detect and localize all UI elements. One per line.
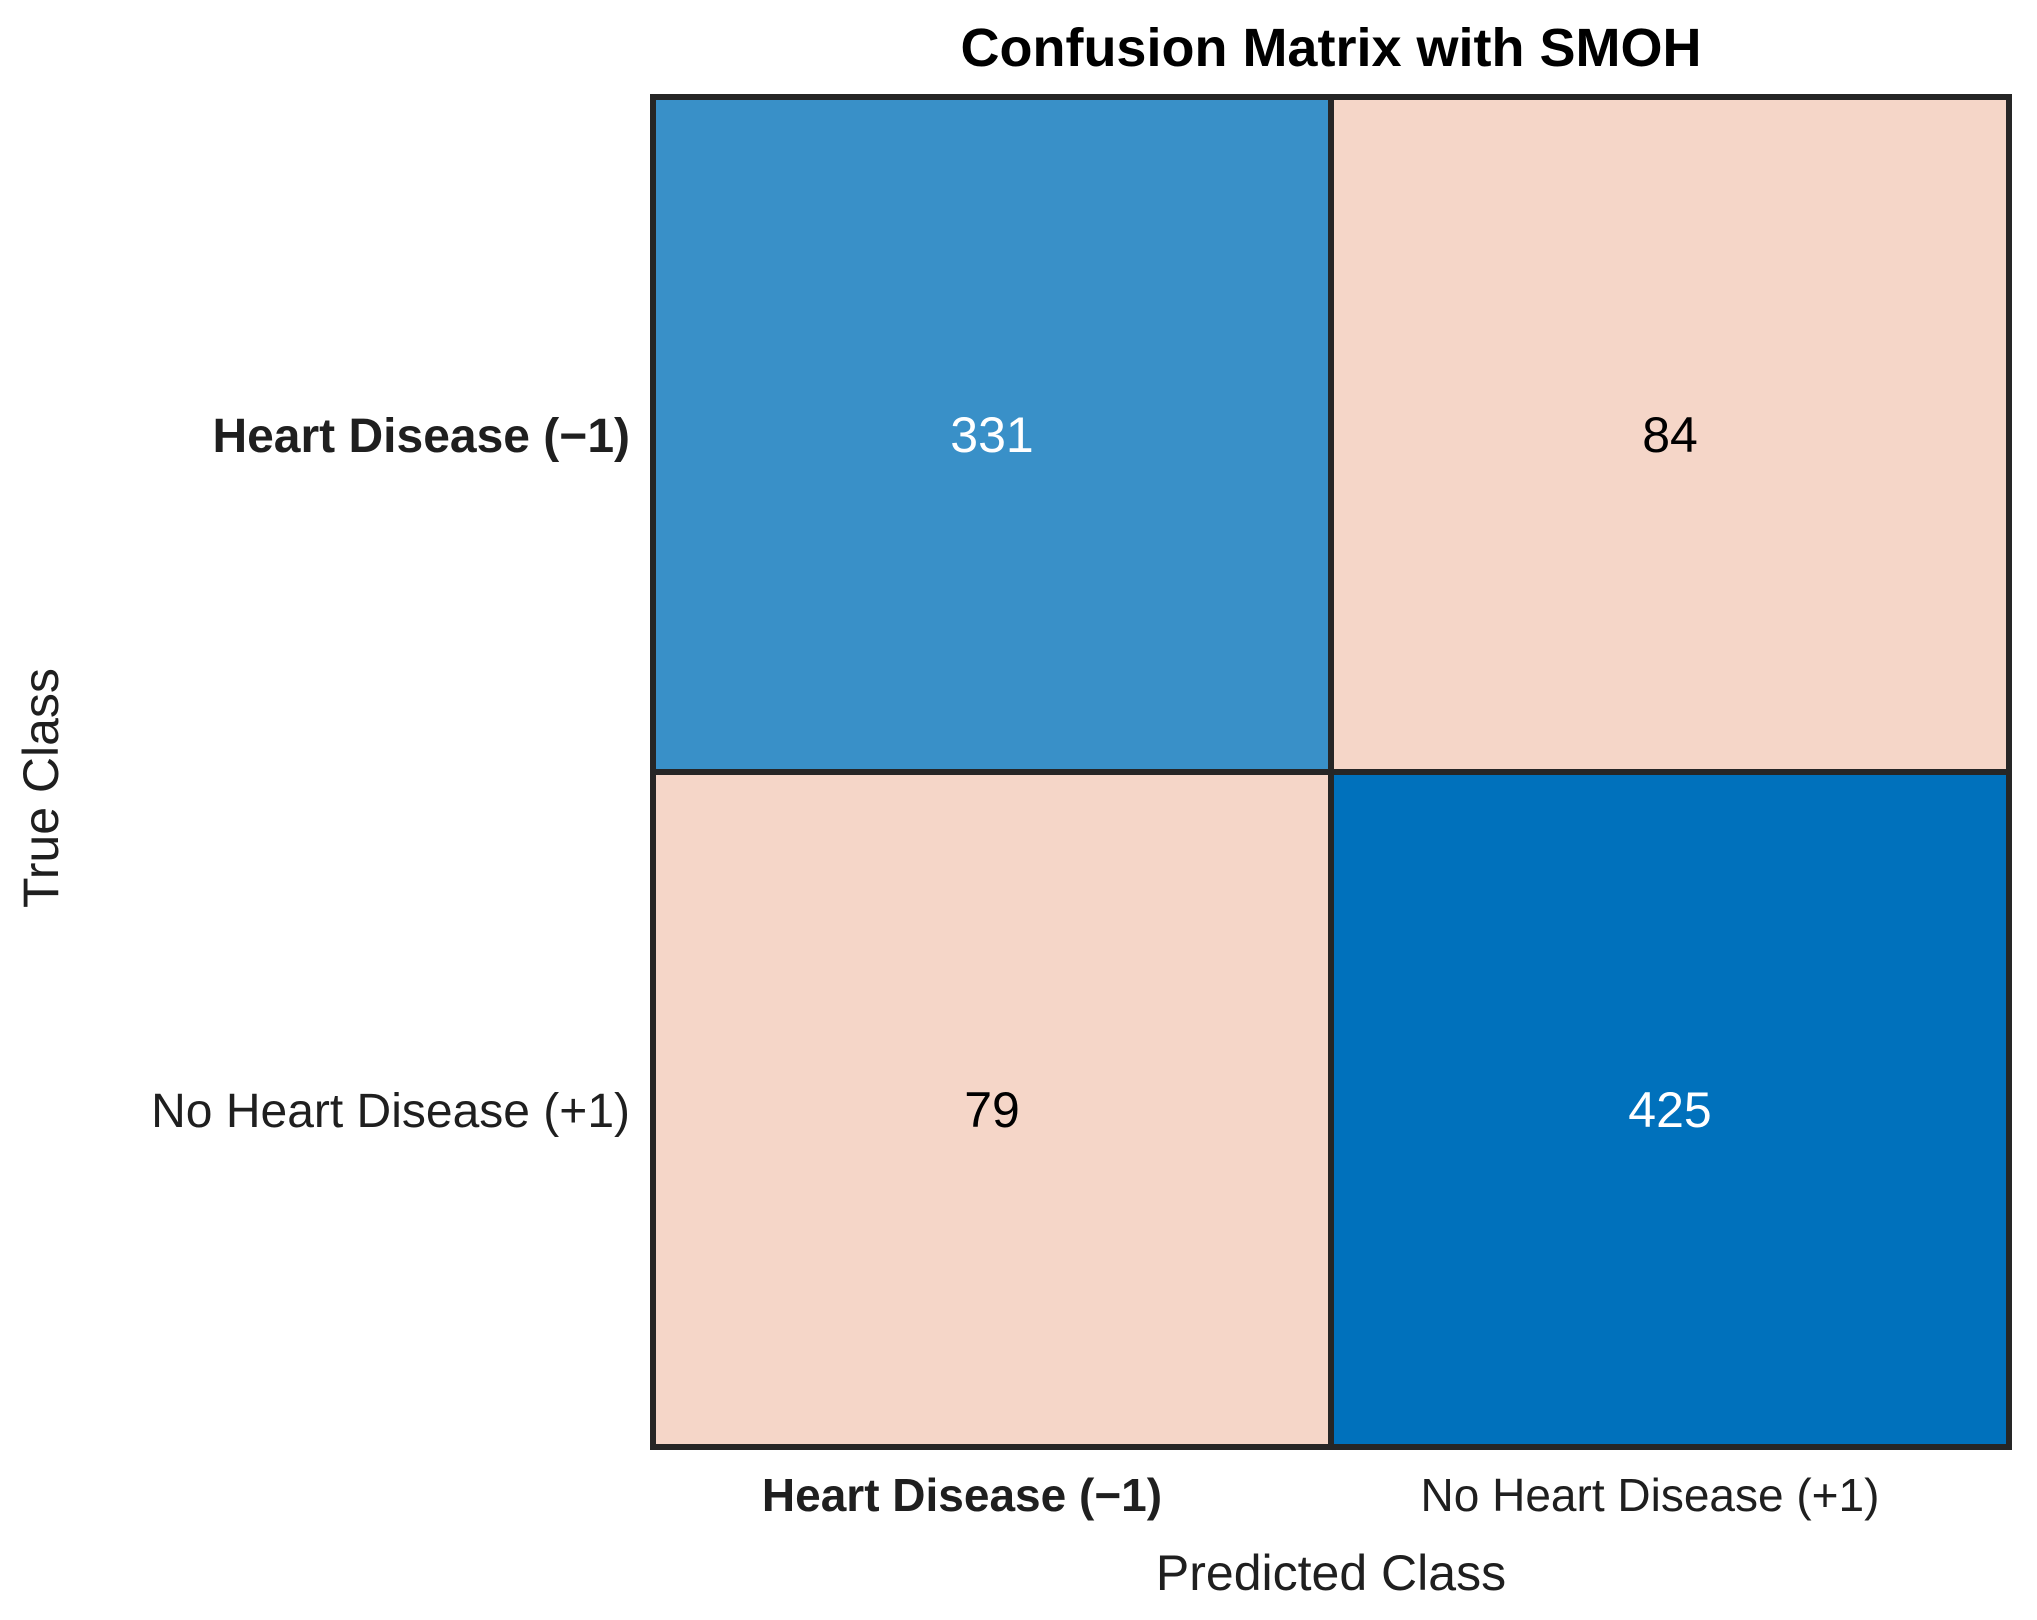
matrix-cell-row0-col1: 84: [1334, 100, 2006, 769]
row-label-no-heart-disease: No Heart Disease (+1): [151, 1085, 630, 1138]
y-axis-label: True Class: [13, 668, 69, 908]
x-axis-label: Predicted Class: [1155, 1545, 1507, 1601]
confusion-matrix-grid: 331 84 79 425: [650, 94, 2012, 1450]
matrix-cell-row1-col0: 79: [656, 775, 1328, 1444]
col-label-no-heart-disease: No Heart Disease (+1): [1420, 1469, 1880, 1521]
col-label-heart-disease: Heart Disease (−1): [761, 1469, 1163, 1521]
row-label-heart-disease: Heart Disease (−1): [212, 410, 630, 463]
chart-title: Confusion Matrix with SMOH: [960, 18, 1702, 78]
matrix-cell-row0-col0: 331: [656, 100, 1328, 769]
matrix-cell-row1-col1: 425: [1334, 775, 2006, 1444]
